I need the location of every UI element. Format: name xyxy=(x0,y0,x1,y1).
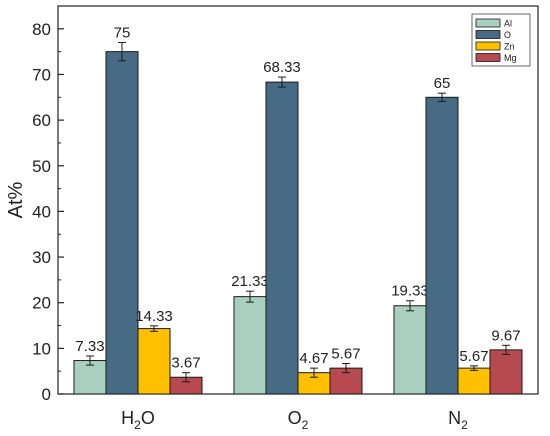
legend-swatch xyxy=(475,53,501,62)
y-tick-label: 80 xyxy=(32,20,51,39)
legend-swatch xyxy=(475,41,501,51)
data-label: 7.33 xyxy=(75,338,104,355)
data-label: 5.67 xyxy=(459,348,488,365)
y-tick-label: 60 xyxy=(32,111,51,130)
bar xyxy=(489,349,523,395)
legend-label: Al xyxy=(504,19,512,29)
y-tick-label: 0 xyxy=(42,385,51,404)
bar xyxy=(425,96,459,395)
bar xyxy=(105,51,139,395)
bar xyxy=(137,328,171,395)
data-label: 5.67 xyxy=(331,346,360,363)
bar xyxy=(393,305,427,395)
data-label: 75 xyxy=(114,25,131,42)
y-axis-label: At% xyxy=(5,181,27,218)
x-axis: H2O O2 N2 xyxy=(121,388,468,432)
y-tick-label: 20 xyxy=(32,294,51,313)
x-tick-label: O2 xyxy=(288,408,309,432)
legend-swatch xyxy=(475,30,501,39)
data-label: 68.33 xyxy=(263,59,301,76)
legend-label: Zn xyxy=(504,42,515,52)
bar xyxy=(265,81,299,395)
data-label: 9.67 xyxy=(491,327,520,344)
bar xyxy=(457,367,491,395)
legend-label: O xyxy=(504,30,511,40)
data-label: 65 xyxy=(434,75,451,92)
legend-swatch xyxy=(475,18,501,28)
y-tick-label: 30 xyxy=(32,248,51,267)
legend-label: Mg xyxy=(504,53,517,63)
data-label: 4.67 xyxy=(299,350,328,367)
y-tick-label: 70 xyxy=(32,65,51,84)
y-tick-label: 40 xyxy=(32,202,51,221)
x-tick-label: N2 xyxy=(448,408,468,432)
bar xyxy=(233,296,267,395)
data-label: 21.33 xyxy=(231,273,269,290)
data-label: 3.67 xyxy=(171,355,200,372)
data-label: 19.33 xyxy=(391,283,429,300)
y-axis: 0 10 20 30 40 50 60 70 80 xyxy=(32,20,64,404)
x-tick-label: H2O xyxy=(121,408,155,432)
data-label: 14.33 xyxy=(135,308,173,325)
y-tick-label: 50 xyxy=(32,157,51,176)
y-tick-label: 10 xyxy=(32,339,51,358)
